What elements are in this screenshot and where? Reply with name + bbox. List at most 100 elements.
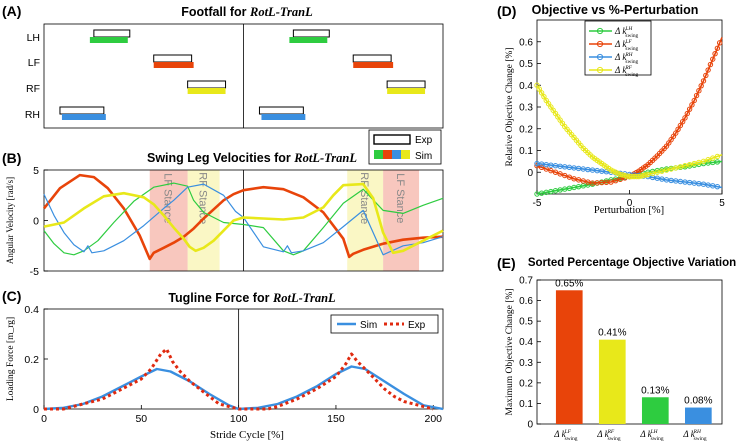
footfall-exp-bar-RH-1 <box>258 106 304 115</box>
force-xtick-label: 100 <box>230 413 248 425</box>
perturbation-point <box>705 67 711 73</box>
velocity-stance-shade-3 <box>383 170 420 271</box>
variation-category-label-3-sup: RH <box>693 429 702 435</box>
velocity-title-emphasis: RotL-TranL <box>293 151 357 165</box>
force-xtick-label: 200 <box>425 413 443 425</box>
perturbation-point <box>710 155 716 161</box>
perturbation-ytick-label: 0.3 <box>519 103 533 114</box>
footfall-legend-sim-swatch-3 <box>401 150 410 159</box>
footfall-legend-sim-label: Sim <box>415 151 432 162</box>
perturbation-point <box>703 72 709 79</box>
footfall-row-label-RF: RF <box>26 83 40 95</box>
force-legend-sim-label: Sim <box>360 320 377 331</box>
force-series-sim <box>43 365 444 411</box>
velocity-series-RF <box>43 182 444 255</box>
perturbation-ytick-label: 0.4 <box>519 81 533 92</box>
velocity-ytick-label: 5 <box>33 165 39 177</box>
perturbation-xtick-label: 0 <box>627 198 633 209</box>
perturbation-point <box>541 93 547 100</box>
variation-title: Sorted Percentage Objective Variation <box>528 257 736 269</box>
velocity-stance-label-0: LF Stance <box>162 173 174 223</box>
perturbation-ytick-label: 0.5 <box>519 59 533 70</box>
perturbation-legend-marker-3 <box>596 66 604 74</box>
force-ytick-label: 0.4 <box>24 304 39 316</box>
footfall-legend-exp-swatch <box>373 134 411 145</box>
perturbation-point <box>679 118 686 125</box>
variation-ylabel: Maximum Objective Change [%] <box>505 289 515 416</box>
footfall-sim-bar-LF-1 <box>353 62 394 68</box>
variation-ytick-label: 0.6 <box>519 296 533 307</box>
force-legend: Sim Exp <box>330 314 439 334</box>
variation-value-label-2: 0.13% <box>641 385 669 396</box>
panel-label-a: (A) <box>2 3 21 19</box>
perturbation-legend-label-1-sup: LF <box>624 39 632 45</box>
perturbation-point <box>566 174 573 180</box>
footfall-title: Footfall for RotL-TranL <box>181 5 313 19</box>
perturbation-point <box>698 83 704 89</box>
variation-ytick-label: 0.5 <box>519 317 533 328</box>
footfall-row-label-RH: RH <box>25 109 40 121</box>
variation-ytick-label: 0.3 <box>519 358 533 369</box>
perturbation-point <box>538 164 545 171</box>
footfall-exp-bar-LF-1 <box>352 54 392 63</box>
force-ytick-label: 0.2 <box>24 354 39 366</box>
footfall-sim-bar-LH-0 <box>89 37 128 43</box>
footfall-title-emphasis: RotL-TranL <box>249 5 313 19</box>
perturbation-legend-marker-2 <box>596 53 604 61</box>
perturbation-point <box>712 51 718 57</box>
variation-value-label-1: 0.41% <box>598 328 626 339</box>
perturbation-point <box>705 157 711 163</box>
force-ylabel: Loading Force [m_rg] <box>6 317 16 401</box>
variation-category-label-1-sub: swing <box>608 436 621 442</box>
footfall-sim-bar-LF-0 <box>153 62 194 68</box>
perturbation-legend-box <box>584 20 652 76</box>
footfall-exp-bar-RF-0 <box>187 80 227 89</box>
perturbation-point <box>642 172 649 178</box>
footfall-legend-exp-label: Exp <box>415 135 433 146</box>
perturbation-legend-label-3-sup: RF <box>624 65 632 71</box>
force-xtick-label: 50 <box>135 413 147 425</box>
variation-bar-3 <box>685 407 712 424</box>
perturbation-legend-label-0-symbol: Δ k <box>614 26 627 36</box>
perturbation-point <box>612 177 619 184</box>
perturbation-point <box>608 179 614 185</box>
perturbation-point <box>538 90 545 96</box>
perturbation-point <box>714 153 721 160</box>
perturbation-legend-label-2-symbol: Δ k <box>614 52 627 62</box>
perturbation-point <box>552 169 559 175</box>
panel-label-d: (D) <box>497 3 516 19</box>
perturbation-point <box>710 56 716 62</box>
perturbation-point <box>696 87 702 94</box>
velocity-stance-label-3: LF Stance <box>394 173 406 223</box>
velocity-ytick-label: -5 <box>30 266 39 278</box>
force-ytick-label: 0 <box>33 404 39 416</box>
perturbation-xtick-label: 5 <box>719 198 725 209</box>
perturbation-title: Objective vs %-Perturbation <box>532 3 699 17</box>
perturbation-ytick-label: 0.6 <box>519 37 533 48</box>
footfall-title-prefix: Footfall for <box>181 5 250 19</box>
footfall-legend-sim-swatch-1 <box>383 150 392 159</box>
perturbation-legend-label-3-symbol: Δ k <box>614 65 627 75</box>
variation-category-label-1-sup: RF <box>607 429 615 435</box>
force-xtick-label: 150 <box>327 413 345 425</box>
footfall-row-label-LF: LF <box>28 57 40 69</box>
perturbation-legend-label-1-symbol: Δ k <box>614 39 627 49</box>
perturbation-legend-marker-0 <box>596 27 604 35</box>
footfall-row-label-LH: LH <box>27 32 40 44</box>
variation-axes-box <box>536 279 723 425</box>
velocity-stance-shade-1 <box>187 170 220 271</box>
force-title: Tugline Force for RotL-TranL <box>168 291 336 305</box>
footfall-sim-bar-RH-1 <box>261 114 306 120</box>
variation-category-label-0-sub: swing <box>565 436 578 442</box>
velocity-series-RH <box>43 183 444 256</box>
perturbation-point <box>714 183 721 190</box>
